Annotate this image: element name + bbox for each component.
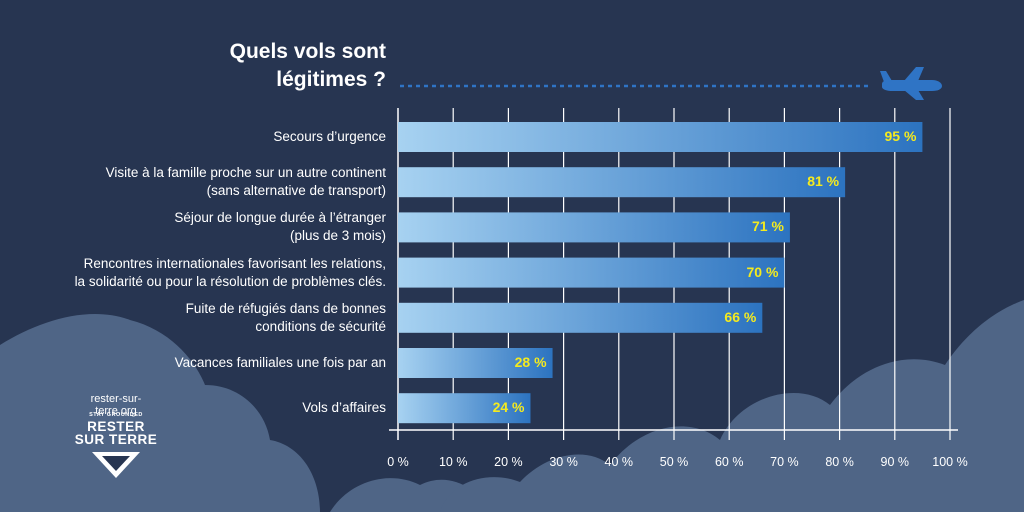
category-label-line: Secours d’urgence: [273, 129, 386, 144]
category-label-line: (sans alternative de transport): [206, 183, 386, 199]
brand-name-line-2: SUR TERRE: [74, 432, 158, 447]
category-label-line: Séjour de longue durée à l’étranger: [174, 210, 386, 226]
category-label-line: la solidarité ou pour la résolution de p…: [74, 273, 386, 289]
bar: [398, 212, 790, 243]
category-label-line: Vols d’affaires: [302, 400, 386, 416]
x-tick-label: 30 %: [549, 455, 578, 469]
bar-value-label: 81 %: [807, 173, 840, 190]
category-label-line: Fuite de réfugiés dans de bonnes: [185, 300, 386, 316]
bar: [398, 122, 923, 152]
stay-grounded-logo-icon: [92, 452, 140, 478]
bar-value-label: 66 %: [724, 308, 757, 325]
airplane-icon: [880, 67, 942, 100]
chart-title-line-1: Quels vols sont: [229, 40, 386, 63]
brand-name-line-1: RESTER: [87, 419, 145, 434]
bars: [398, 122, 923, 424]
x-tick-label: 100 %: [932, 455, 968, 469]
chart-title-line-2: légitimes ?: [276, 68, 386, 91]
bar: [398, 257, 785, 288]
cloud-right: [440, 300, 1024, 512]
category-label: Vacances familiales une fois par an: [6, 354, 386, 372]
x-tick-label: 40 %: [604, 455, 634, 469]
bar: [398, 393, 531, 424]
bar-value-label: 71 %: [752, 218, 784, 235]
bar-value-label: 95 %: [884, 128, 917, 144]
x-tick-label: 80 %: [825, 455, 854, 469]
category-label-line: Vacances familiales une fois par an: [174, 355, 386, 370]
category-label-line: Visite à la famille proche sur un autre …: [105, 165, 386, 181]
bar-value-label: 70 %: [746, 263, 779, 280]
x-tick-label: 10 %: [438, 455, 468, 469]
category-label: Séjour de longue durée à l’étranger (plus…: [6, 209, 386, 245]
x-tick-label: 60 %: [714, 455, 744, 469]
x-tick-label: 90 %: [880, 455, 910, 469]
x-tick-label: 50 %: [659, 455, 689, 469]
bar-value-label: 24 %: [492, 399, 525, 416]
bar: [398, 167, 846, 198]
category-label: Rencontres internationales favorisant le…: [6, 255, 386, 291]
background-clouds: [0, 300, 1024, 512]
category-label-line: Rencontres internationales favorisant le…: [83, 255, 386, 271]
brand-url: rester-sur-terre.org: [90, 393, 142, 417]
category-label-line: conditions de sécurité: [255, 318, 386, 334]
x-tick-label: 70 %: [770, 455, 799, 469]
category-label: Fuite de réfugiés dans de bonnes conditio…: [6, 300, 386, 336]
cloud-left: [0, 314, 320, 512]
category-label: Visite à la famille proche sur un autre …: [6, 164, 386, 200]
category-label: Vols d’affaires: [6, 399, 386, 417]
bar: [398, 302, 763, 333]
x-tick-label: 0 %: [387, 455, 409, 469]
x-tick-label: 20 %: [494, 455, 523, 469]
bar-value-label: 28 %: [514, 354, 547, 370]
bar: [398, 348, 553, 378]
brand-tagline: STAY GROUNDED: [89, 412, 143, 418]
category-label: Secours d’urgence: [6, 128, 386, 146]
category-label-line: (plus de 3 mois): [289, 228, 386, 244]
